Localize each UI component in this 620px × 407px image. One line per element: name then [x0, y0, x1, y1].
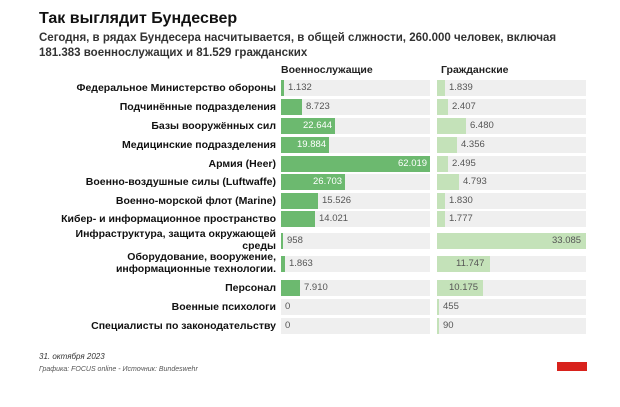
chart-subtitle: Сегодня, в рядах Бундесера насчитывается…: [39, 32, 557, 59]
civilian-bar: [437, 256, 490, 272]
civilian-value-label: 33.085: [552, 235, 582, 246]
military-value-label: 1.132: [288, 82, 312, 93]
civilian-bar-track: 4.356: [437, 137, 586, 153]
military-value-label: 1.863: [289, 258, 313, 269]
civilian-bar-track: 10.175: [437, 280, 586, 296]
military-value-label: 8.723: [306, 101, 330, 112]
category-label: Военные психологи: [171, 301, 276, 313]
military-bar: [281, 99, 302, 115]
civilian-value-label: 6.480: [470, 120, 494, 131]
civilian-bar-track: 90: [437, 318, 586, 334]
chart-title: Так выглядит Бундесвер: [39, 10, 238, 27]
civilian-value-label: 10.175: [449, 282, 479, 293]
civilian-bar: [437, 156, 448, 172]
military-bar: [281, 137, 329, 153]
military-bar-track: 1.132: [281, 80, 430, 96]
civilian-value-label: 455: [443, 301, 459, 312]
civilian-bar: [437, 280, 483, 296]
civilian-bar-track: 1.839: [437, 80, 586, 96]
military-bar: [281, 156, 430, 172]
military-bar-track: 0: [281, 299, 430, 315]
category-label: Военно-воздушные силы (Luftwaffe): [85, 176, 276, 188]
category-label: Армия (Heer): [208, 158, 276, 170]
category-label: Специалисты по законодательству: [91, 320, 276, 332]
civilian-value-label: 1.830: [449, 195, 473, 206]
military-bar: [281, 233, 283, 249]
civilian-value-label: 1.777: [449, 213, 473, 224]
civilian-bar-track: 1.777: [437, 211, 586, 227]
military-bar-track: 62.019: [281, 156, 430, 172]
military-bar-track: 8.723: [281, 99, 430, 115]
military-bar-track: 22.644: [281, 118, 430, 134]
focus-logo: [557, 362, 587, 371]
category-label: Персонал: [225, 282, 276, 294]
civilian-bar: [437, 118, 466, 134]
civilian-value-label: 2.495: [452, 158, 476, 169]
category-label: Оборудование, вооружение, информационные…: [115, 251, 276, 275]
civilian-column-header: Гражданские: [441, 64, 509, 76]
military-bar-track: 0: [281, 318, 430, 334]
military-bar-track: 1.863: [281, 256, 430, 272]
category-label: Военно-морской флот (Marine): [115, 195, 276, 207]
publication-date: 31. октября 2023: [39, 352, 105, 361]
civilian-bar: [437, 193, 445, 209]
category-label: Федеральное Министерство обороны: [76, 82, 276, 94]
category-label: Инфраструктура, защита окружающей среды: [75, 228, 276, 252]
military-bar-track: 26.703: [281, 174, 430, 190]
civilian-bar: [437, 299, 439, 315]
military-bar-track: 15.526: [281, 193, 430, 209]
military-value-label: 14.021: [319, 213, 349, 224]
military-bar: [281, 211, 315, 227]
civilian-bar-track: 455: [437, 299, 586, 315]
civilian-bar: [437, 233, 586, 249]
military-bar: [281, 174, 345, 190]
civilian-bar: [437, 174, 459, 190]
civilian-bar: [437, 99, 448, 115]
source-credit: Графика: FOCUS online - Источник: Bundes…: [39, 366, 198, 373]
military-value-label: 7.910: [304, 282, 328, 293]
military-value-label: 958: [287, 235, 303, 246]
military-bar: [281, 80, 284, 96]
category-label: Подчинённые подразделения: [119, 101, 276, 113]
military-bar-track: 19.884: [281, 137, 430, 153]
military-value-label: 0: [285, 301, 291, 312]
military-bar: [281, 193, 318, 209]
category-label: Медицинские подразделения: [122, 139, 276, 151]
civilian-bar-track: 6.480: [437, 118, 586, 134]
civilian-bar: [437, 211, 445, 227]
military-bar: [281, 280, 300, 296]
military-bar-track: 958: [281, 233, 430, 249]
civilian-value-label: 11.747: [456, 258, 485, 269]
civilian-value-label: 4.356: [461, 139, 485, 150]
civilian-bar: [437, 80, 445, 96]
military-bar-track: 7.910: [281, 280, 430, 296]
civilian-bar-track: 33.085: [437, 233, 586, 249]
military-value-label: 0: [285, 320, 291, 331]
military-bar: [281, 256, 285, 272]
civilian-value-label: 4.793: [463, 176, 487, 187]
civilian-bar: [437, 318, 439, 334]
military-value-label: 19.884: [297, 139, 327, 150]
civilian-value-label: 2.407: [452, 101, 476, 112]
civilian-bar-track: 4.793: [437, 174, 586, 190]
military-bar-track: 14.021: [281, 211, 430, 227]
civilian-bar-track: 2.407: [437, 99, 586, 115]
civilian-bar: [437, 137, 457, 153]
military-value-label: 22.644: [303, 120, 333, 131]
category-label: Кибер- и информационное пространство: [61, 213, 276, 225]
military-value-label: 62.019: [398, 158, 428, 169]
civilian-bar-track: 2.495: [437, 156, 586, 172]
civilian-bar-track: 1.830: [437, 193, 586, 209]
military-column-header: Военнослужащие: [281, 64, 373, 76]
civilian-value-label: 1.839: [449, 82, 473, 93]
civilian-bar-track: 11.747: [437, 256, 586, 272]
category-label: Базы вооружённых сил: [151, 120, 276, 132]
military-bar: [281, 118, 335, 134]
civilian-value-label: 90: [443, 320, 454, 331]
military-value-label: 26.703: [313, 176, 343, 187]
military-value-label: 15.526: [322, 195, 352, 206]
